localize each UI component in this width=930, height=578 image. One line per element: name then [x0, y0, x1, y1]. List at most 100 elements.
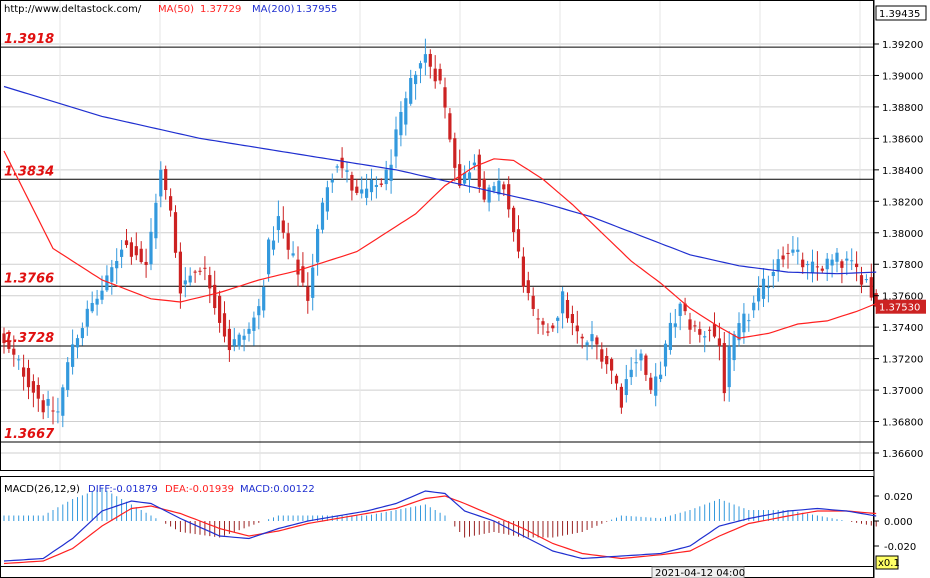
candle-body	[644, 355, 648, 375]
candle-body	[350, 174, 354, 191]
level-label: 1.3728	[4, 331, 54, 346]
candle-body	[71, 344, 75, 367]
ma200-value: 1.37955	[296, 4, 337, 15]
price-tick-label: 1.36800	[882, 418, 923, 429]
candle-body	[330, 179, 334, 183]
candle-body	[732, 334, 736, 361]
candle-body	[227, 328, 231, 351]
source-url[interactable]: http://www.deltastock.com/	[4, 4, 142, 15]
candle-body	[134, 246, 138, 256]
candle-body	[325, 187, 329, 212]
ma50-label: MA(50)	[158, 4, 194, 15]
candle-body	[845, 258, 849, 261]
axis-corner-value: 1.39435	[879, 9, 920, 20]
candle-body	[218, 295, 222, 323]
candle-body	[198, 270, 202, 272]
candle-body	[629, 369, 633, 378]
ma200-label: MA(200)	[252, 4, 294, 15]
candle-body	[306, 286, 310, 301]
price-tick-label: 1.38200	[882, 197, 923, 208]
candle-body	[360, 189, 364, 194]
candle-body	[864, 279, 868, 281]
candle-body	[232, 339, 236, 346]
candle-body	[634, 362, 638, 364]
candle-body	[605, 356, 609, 365]
candle-body	[100, 290, 104, 300]
candle-body	[423, 54, 427, 63]
candle-body	[830, 259, 834, 266]
macd-diff-line	[3, 490, 877, 562]
candle-body	[61, 387, 65, 416]
candle-body	[369, 179, 374, 193]
candle-body	[575, 325, 579, 332]
candle-body	[178, 251, 182, 294]
candle-body	[124, 240, 129, 246]
price-tick-label: 1.38400	[882, 166, 923, 177]
candle-body	[242, 335, 246, 340]
candle-body	[409, 78, 413, 104]
candle-body	[600, 349, 604, 362]
candle-body	[355, 186, 359, 193]
macd-dea-line	[3, 495, 877, 565]
candle-body	[472, 162, 476, 166]
candle-body	[144, 261, 148, 266]
macd-pane-frame	[0, 476, 874, 567]
candle-body	[619, 386, 623, 408]
candle-body	[129, 242, 133, 257]
candle-body	[374, 185, 378, 187]
candle-body	[708, 329, 712, 331]
candle-body	[580, 336, 584, 339]
zoom-label[interactable]: x0.1	[878, 558, 900, 569]
candle-body	[747, 320, 751, 322]
candle-body	[120, 249, 124, 257]
candle-body	[649, 377, 653, 390]
candle-body	[531, 295, 535, 309]
candle-body	[252, 317, 256, 331]
macd-diff-value: DIFF:-0.01879	[88, 484, 158, 495]
price-tick-label: 1.37200	[882, 355, 923, 366]
candle-body	[188, 275, 192, 283]
candle-body	[213, 284, 217, 309]
candle-body	[556, 317, 560, 321]
candle-body	[414, 74, 418, 85]
candle-body	[2, 333, 6, 344]
candle-body	[766, 286, 770, 288]
level-label: 1.3667	[4, 427, 55, 442]
candle-body	[159, 169, 163, 197]
candle-body	[786, 252, 790, 254]
candle-body	[340, 157, 344, 169]
candle-body	[208, 275, 212, 289]
candle-body	[394, 129, 398, 157]
candle-body	[12, 348, 16, 355]
candle-body	[301, 266, 305, 283]
price-tick-label: 1.38000	[882, 229, 923, 240]
candle-body	[698, 329, 702, 335]
level-label: 1.3918	[4, 32, 54, 47]
macd-tick-label: 0.020	[884, 492, 913, 503]
candle-body	[193, 271, 197, 273]
candle-body	[286, 233, 290, 250]
candle-body	[521, 256, 525, 287]
candle-body	[815, 266, 819, 268]
candle-body	[477, 154, 481, 187]
candle-body	[752, 302, 756, 311]
candle-body	[727, 346, 731, 388]
candle-body	[825, 258, 829, 270]
candle-body	[389, 164, 393, 181]
candle-body	[781, 255, 785, 260]
candle-body	[659, 374, 663, 380]
zoom-box[interactable]	[875, 555, 899, 570]
candle-body	[443, 87, 447, 108]
candle-body	[761, 278, 766, 299]
candle-body	[271, 240, 276, 250]
candle-body	[183, 280, 187, 285]
candle-body	[673, 323, 677, 327]
candle-body	[512, 207, 516, 233]
candle-body	[95, 298, 99, 305]
candle-body	[110, 267, 114, 282]
level-label: 1.3766	[4, 271, 54, 286]
candle-body	[561, 291, 565, 314]
macd-title: MACD(26,12,9)	[4, 484, 80, 495]
macd-axis-ticks: 0.020 0.000 -0.020	[874, 492, 916, 553]
